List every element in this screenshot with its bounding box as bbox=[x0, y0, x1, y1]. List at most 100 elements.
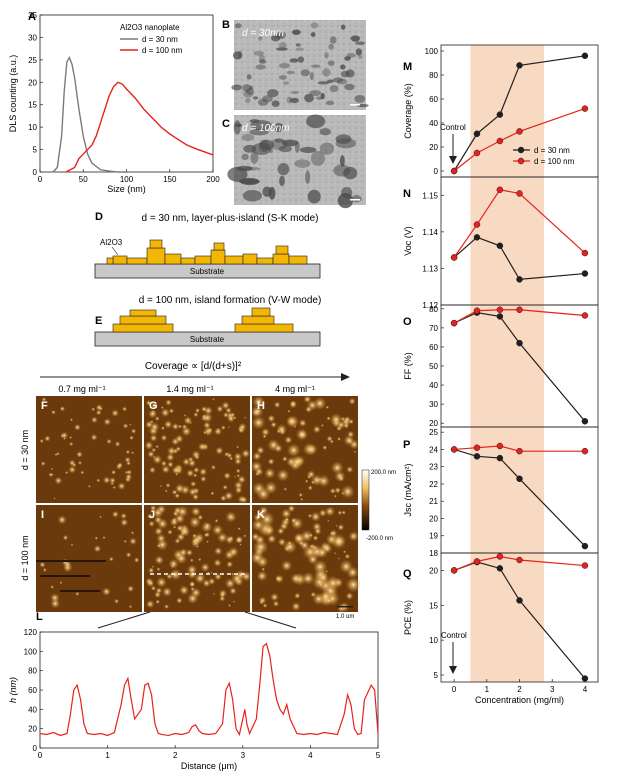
afm-grain bbox=[333, 494, 337, 498]
afm-grain bbox=[156, 543, 161, 548]
tem-particle bbox=[278, 42, 287, 49]
chart-a-legend-0-label: d = 30 nm bbox=[142, 35, 178, 44]
afm-grain bbox=[194, 572, 206, 584]
tem-particle bbox=[242, 84, 252, 92]
afm-grain bbox=[337, 510, 343, 516]
nanoplate bbox=[164, 253, 182, 265]
chart-n-series-1-point bbox=[581, 249, 589, 257]
afm-grain bbox=[210, 491, 215, 496]
afm-grain bbox=[343, 422, 350, 429]
afm-grain bbox=[236, 445, 240, 449]
chart-l-series-0-line bbox=[39, 642, 379, 737]
afm-grain bbox=[228, 603, 232, 607]
chart-l-xlabel: Distance (μm) bbox=[181, 761, 237, 771]
chart-o-ytick-label: 70 bbox=[429, 324, 438, 333]
afm-grain bbox=[148, 520, 155, 527]
tem-particle bbox=[227, 166, 248, 182]
chart-n-ytick-label: 1.12 bbox=[422, 301, 438, 310]
afm-grain bbox=[251, 415, 266, 430]
afm-scale-bottom: -200.0 nm bbox=[366, 536, 393, 542]
panel-letter-n: N bbox=[403, 188, 411, 200]
afm-grain bbox=[335, 524, 338, 527]
panel-letter-b: B bbox=[222, 19, 230, 31]
afm-grain bbox=[316, 546, 328, 559]
tem-b-label: d = 30nm bbox=[242, 28, 284, 39]
tem-particle bbox=[286, 70, 296, 75]
chart-p-ytick-label: 22 bbox=[429, 480, 438, 489]
afm-scalebar bbox=[337, 606, 353, 608]
afm-grain bbox=[214, 518, 219, 523]
schematic-d: d = 30 nm, layer-plus-island (S-K mode) … bbox=[94, 213, 321, 279]
afm-grain bbox=[145, 400, 152, 406]
afm-grain bbox=[312, 425, 321, 434]
tem-particle bbox=[340, 64, 346, 70]
chart-p-series-0-point bbox=[473, 453, 481, 460]
chart-m-legend-0-marker bbox=[517, 146, 525, 154]
chart-p-ytick-label: 25 bbox=[429, 428, 438, 437]
afm-grain bbox=[95, 409, 102, 416]
chart-m-ytick-label: 0 bbox=[434, 167, 439, 176]
afm-grain bbox=[165, 399, 172, 406]
chart-m-series-1-point bbox=[450, 167, 458, 175]
chart-m-ytick-label: 80 bbox=[429, 71, 438, 80]
afm-grain bbox=[149, 434, 158, 442]
tem-particle bbox=[294, 159, 311, 168]
chart-a-ytick-label: 10 bbox=[28, 123, 37, 132]
afm-grain bbox=[295, 428, 309, 441]
afm-grain bbox=[214, 572, 222, 581]
afm-grain bbox=[182, 457, 191, 466]
nanoplate bbox=[224, 255, 244, 265]
afm-grain bbox=[267, 414, 276, 423]
tem-particle bbox=[309, 90, 322, 97]
afm-grain bbox=[185, 548, 193, 557]
afm-grain bbox=[208, 577, 216, 586]
afm-grain bbox=[165, 482, 171, 488]
chart-o-ytick-label: 50 bbox=[429, 362, 438, 371]
afm-grain bbox=[325, 575, 341, 591]
tem-particle bbox=[234, 23, 242, 29]
afm-grain bbox=[117, 462, 123, 468]
chart-n-ytick-label: 1.13 bbox=[422, 264, 438, 273]
afm-grain bbox=[272, 600, 280, 607]
afm-tile-j: J bbox=[144, 504, 252, 612]
tem-image-c: d = 100nm bbox=[227, 114, 366, 209]
afm-row-label-2: d = 100 nm bbox=[20, 535, 30, 580]
coverage-arrow: Coverage ∝ [d/(d+s)]² bbox=[40, 361, 350, 381]
coverage-arrow-head bbox=[341, 373, 350, 381]
chart-o-series-1-point bbox=[450, 319, 458, 327]
afm-grain bbox=[273, 443, 283, 453]
afm-grain bbox=[343, 416, 351, 423]
afm-grain bbox=[307, 513, 313, 519]
chart-a-ylabel: DLS counting (a.u.) bbox=[8, 55, 18, 133]
afm-grain bbox=[210, 464, 216, 470]
afm-grain bbox=[110, 481, 114, 486]
chart-q-series-0-point bbox=[516, 597, 523, 604]
afm-grain bbox=[203, 430, 207, 435]
afm-grain bbox=[77, 460, 82, 465]
afm-grain bbox=[239, 428, 244, 433]
tem-particle bbox=[322, 68, 331, 77]
chart-m-legend-1-label: d = 100 nm bbox=[534, 157, 575, 166]
chart-m-ytick-label: 40 bbox=[429, 119, 438, 128]
afm-grain bbox=[172, 510, 179, 517]
chart-n-series-1-point bbox=[516, 190, 523, 197]
afm-grain bbox=[133, 557, 140, 563]
chart-m-series-0-point bbox=[516, 62, 523, 69]
afm-grain bbox=[152, 507, 164, 519]
tem-particle bbox=[257, 98, 269, 106]
nanoplate bbox=[146, 247, 166, 265]
afm-grain bbox=[179, 585, 190, 596]
tem-particle bbox=[351, 194, 362, 203]
chart-p-ytick-label: 20 bbox=[429, 514, 438, 523]
afm-grain bbox=[127, 585, 135, 593]
zoom-line-right bbox=[244, 611, 297, 629]
afm-grain bbox=[189, 421, 192, 425]
afm-stripe bbox=[40, 575, 90, 577]
afm-grain bbox=[174, 493, 180, 499]
panel-letter-o: O bbox=[403, 316, 412, 328]
afm-grain bbox=[111, 409, 120, 417]
afm-grain bbox=[222, 484, 228, 490]
afm-grain bbox=[286, 416, 297, 427]
schematic-d-title: d = 30 nm, layer-plus-island (S-K mode) bbox=[141, 213, 318, 224]
afm-grain bbox=[232, 600, 236, 603]
